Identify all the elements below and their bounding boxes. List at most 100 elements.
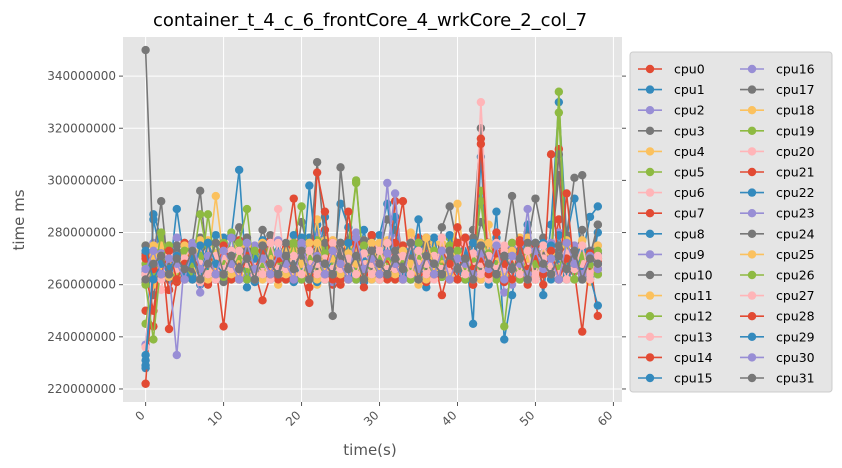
data-point [344, 238, 353, 248]
data-point [234, 238, 244, 248]
data-point [211, 191, 220, 201]
data-point [515, 254, 525, 263]
data-point [492, 207, 501, 216]
data-point [227, 251, 236, 261]
data-point [164, 254, 174, 263]
data-point [593, 311, 603, 321]
data-point [507, 251, 517, 261]
data-point [476, 270, 486, 279]
legend-marker [747, 167, 757, 177]
legend-marker [645, 209, 655, 218]
y-tick-label: 220000000 [47, 382, 116, 396]
legend-entry-cpu15: cpu15 [638, 371, 713, 386]
data-point [351, 251, 361, 261]
data-point [453, 254, 462, 263]
legend-box [629, 51, 833, 393]
data-point [297, 202, 306, 211]
data-point [445, 202, 454, 211]
data-point [157, 228, 166, 237]
data-point [562, 275, 571, 284]
data-point [359, 225, 369, 235]
data-point [289, 194, 298, 203]
legend-marker [645, 106, 655, 115]
legend-label: cpu16 [776, 62, 815, 77]
y-axis: 220000000 240000000 260000000 280000000 3000… [47, 69, 626, 396]
legend-entry-cpu13: cpu13 [638, 329, 713, 344]
data-point [219, 270, 228, 279]
legend-label: cpu6 [674, 185, 705, 200]
data-point [523, 246, 532, 255]
data-point [289, 251, 298, 261]
legend: cpu0 cpu1 cpu2 cpu3 cpu4 cpu5 cpu6 cpu7 cpu8 cpu9… [629, 51, 833, 393]
data-point [476, 241, 486, 250]
data-point [164, 285, 174, 295]
data-point [312, 168, 322, 177]
y-tick-label: 340000000 [47, 69, 116, 83]
data-point [593, 251, 603, 261]
legend-entry-cpu10: cpu10 [638, 268, 713, 283]
legend-marker [747, 332, 757, 341]
data-point [398, 264, 408, 274]
data-point [250, 246, 259, 255]
data-point [554, 108, 564, 117]
data-point [461, 254, 470, 263]
data-point [554, 251, 564, 261]
legend-marker [747, 126, 757, 135]
legend-entry-cpu9: cpu9 [638, 247, 705, 262]
legend-marker [747, 64, 757, 74]
legend-entry-cpu30: cpu30 [740, 350, 815, 365]
data-point [570, 259, 579, 269]
legend-label: cpu0 [674, 62, 705, 77]
data-point [312, 238, 322, 248]
data-point [539, 241, 548, 250]
data-point [546, 270, 556, 279]
data-point [328, 270, 337, 279]
data-point [234, 223, 244, 232]
legend-label: cpu13 [674, 329, 713, 344]
data-point [507, 290, 517, 300]
data-point [593, 301, 603, 310]
data-point [195, 288, 205, 297]
data-point [492, 270, 501, 279]
data-point [172, 233, 181, 242]
data-point [593, 220, 603, 229]
data-point [500, 288, 509, 297]
data-point [297, 246, 306, 255]
data-point [211, 270, 220, 279]
legend-marker [645, 291, 655, 300]
data-point [344, 207, 353, 216]
data-point [562, 189, 571, 198]
x-tick-label: 0 [132, 408, 147, 423]
data-point [149, 259, 158, 269]
y-tick-label: 300000000 [47, 173, 116, 187]
data-point [149, 215, 158, 224]
legend-marker [747, 353, 757, 362]
data-point [398, 251, 408, 261]
data-point [305, 238, 314, 248]
legend-entry-cpu7: cpu7 [638, 206, 705, 221]
data-point [383, 238, 392, 248]
data-point [476, 124, 486, 133]
data-point [585, 212, 595, 222]
data-point [188, 246, 197, 255]
data-point [422, 270, 431, 279]
legend-entry-cpu27: cpu27 [740, 288, 815, 303]
data-point [484, 259, 493, 269]
data-point [312, 157, 322, 167]
legend-label: cpu2 [674, 103, 705, 118]
legend-entry-cpu0: cpu0 [638, 62, 705, 77]
legend-entry-cpu4: cpu4 [638, 144, 705, 159]
y-tick-label: 260000000 [47, 278, 116, 292]
data-point [195, 210, 205, 219]
legend-marker [747, 291, 757, 300]
data-point [468, 238, 478, 248]
data-point [297, 238, 306, 248]
x-axis: 0 10 20 30 40 50 60 [132, 402, 616, 429]
data-point [172, 275, 181, 284]
legend-entry-cpu24: cpu24 [740, 226, 815, 241]
legend-label: cpu22 [776, 185, 815, 200]
data-point [406, 228, 415, 237]
data-point [195, 186, 205, 196]
data-point [375, 270, 384, 279]
